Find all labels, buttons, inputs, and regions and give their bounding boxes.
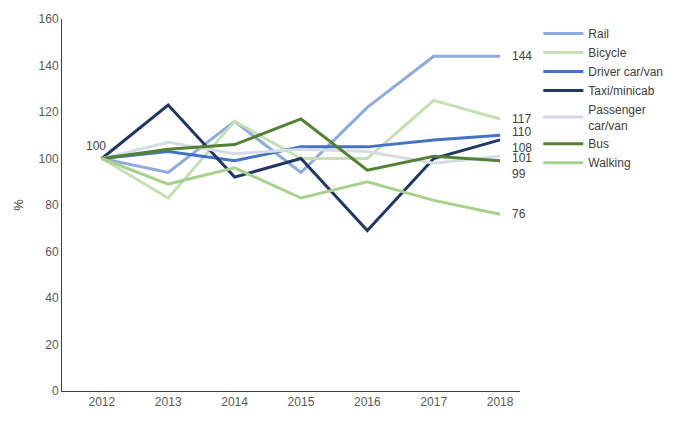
svg-text:2016: 2016 — [354, 395, 381, 409]
svg-text:76: 76 — [512, 207, 526, 221]
svg-text:2012: 2012 — [88, 395, 115, 409]
svg-text:2015: 2015 — [288, 395, 315, 409]
svg-text:Bus: Bus — [588, 137, 609, 151]
svg-text:100: 100 — [86, 139, 106, 153]
svg-text:Bicycle: Bicycle — [588, 46, 626, 60]
svg-text:110: 110 — [512, 125, 531, 139]
svg-text:2013: 2013 — [155, 395, 182, 409]
svg-text:Driver car/van: Driver car/van — [588, 65, 663, 79]
svg-text:40: 40 — [45, 291, 59, 305]
svg-text:120: 120 — [39, 105, 59, 119]
svg-text:99: 99 — [512, 167, 526, 181]
svg-text:60: 60 — [45, 245, 59, 259]
svg-text:160: 160 — [39, 12, 59, 26]
svg-text:117: 117 — [512, 112, 531, 126]
svg-text:0: 0 — [52, 384, 59, 398]
svg-text:2014: 2014 — [221, 395, 248, 409]
svg-text:144: 144 — [512, 49, 532, 63]
svg-text:20: 20 — [45, 338, 59, 352]
svg-text:140: 140 — [39, 59, 59, 73]
svg-text:2017: 2017 — [420, 395, 447, 409]
svg-text:101: 101 — [512, 151, 532, 165]
svg-text:Rail: Rail — [588, 27, 609, 41]
svg-text:2018: 2018 — [487, 395, 514, 409]
svg-text:108: 108 — [512, 141, 532, 155]
svg-text:%: % — [11, 199, 26, 211]
svg-text:Passengercar/van: Passengercar/van — [588, 103, 645, 133]
svg-text:Taxi/minicab: Taxi/minicab — [588, 84, 654, 98]
svg-text:Walking: Walking — [588, 156, 630, 170]
svg-text:100: 100 — [39, 152, 59, 166]
svg-text:80: 80 — [45, 198, 59, 212]
